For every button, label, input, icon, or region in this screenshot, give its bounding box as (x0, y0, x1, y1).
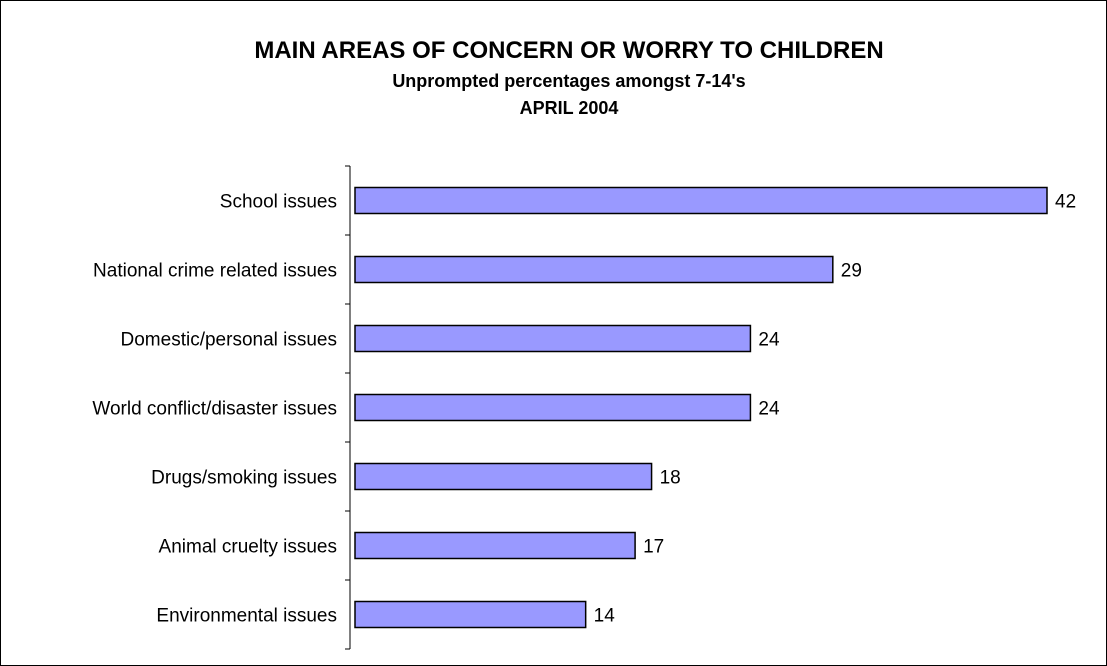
bar (354, 186, 1048, 215)
chart-title: MAIN AREAS OF CONCERN OR WORRY TO CHILDR… (254, 37, 883, 64)
category-label: School issues (220, 192, 337, 213)
data-label: 14 (594, 606, 616, 627)
bar (354, 324, 752, 353)
data-label: 24 (758, 330, 780, 351)
data-label: 29 (841, 261, 862, 282)
category-label: Drugs/smoking issues (151, 468, 337, 489)
chart-subtitle-line-2: APRIL 2004 (520, 98, 619, 118)
bar (354, 462, 653, 491)
category-label: World conflict/disaster issues (92, 399, 337, 420)
category-label: Animal cruelty issues (159, 537, 337, 558)
data-label: 42 (1055, 192, 1076, 213)
bar (354, 600, 587, 629)
data-label: 24 (758, 399, 780, 420)
bar (354, 531, 636, 560)
category-label: Environmental issues (156, 606, 337, 627)
chart-subtitle-line-1: Unprompted percentages amongst 7-14's (392, 71, 745, 91)
plot-area: School issues 42 National crime related is… (92, 165, 1076, 650)
category-label: Domestic/personal issues (121, 330, 337, 351)
data-label: 18 (660, 468, 681, 489)
bar (354, 255, 834, 284)
data-label: 17 (643, 537, 664, 558)
category-label: National crime related issues (93, 261, 337, 282)
bar (354, 393, 752, 422)
